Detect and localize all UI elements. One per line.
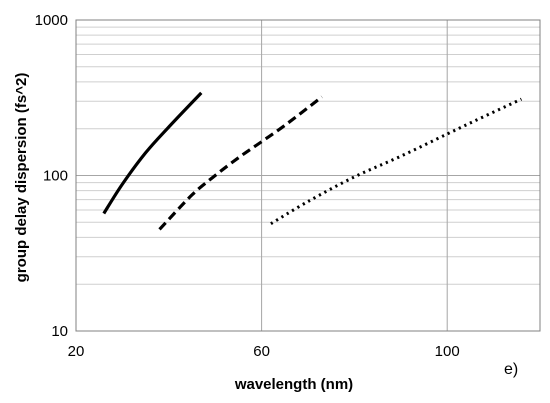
x-tick-label: 100 <box>435 343 460 360</box>
series-layer <box>102 91 523 231</box>
y-tick-label: 10 <box>51 323 68 340</box>
grid <box>76 20 540 331</box>
x-axis-title: wavelength (nm) <box>234 376 353 393</box>
series-line-dotted <box>270 97 523 225</box>
plot-frame <box>75 19 541 332</box>
series-line-dashed <box>158 95 323 231</box>
y-tick-label: 100 <box>43 168 68 185</box>
panel-label: e) <box>504 361 518 378</box>
y-axis-title: group delay dispersion (fs^2) <box>13 73 30 283</box>
tick-labels: 20 60 100 10 100 1000 <box>35 12 460 360</box>
x-tick-label: 20 <box>68 343 85 360</box>
series-line-solid <box>102 91 203 215</box>
x-tick-label: 60 <box>253 343 270 360</box>
y-tick-label: 1000 <box>35 12 68 29</box>
